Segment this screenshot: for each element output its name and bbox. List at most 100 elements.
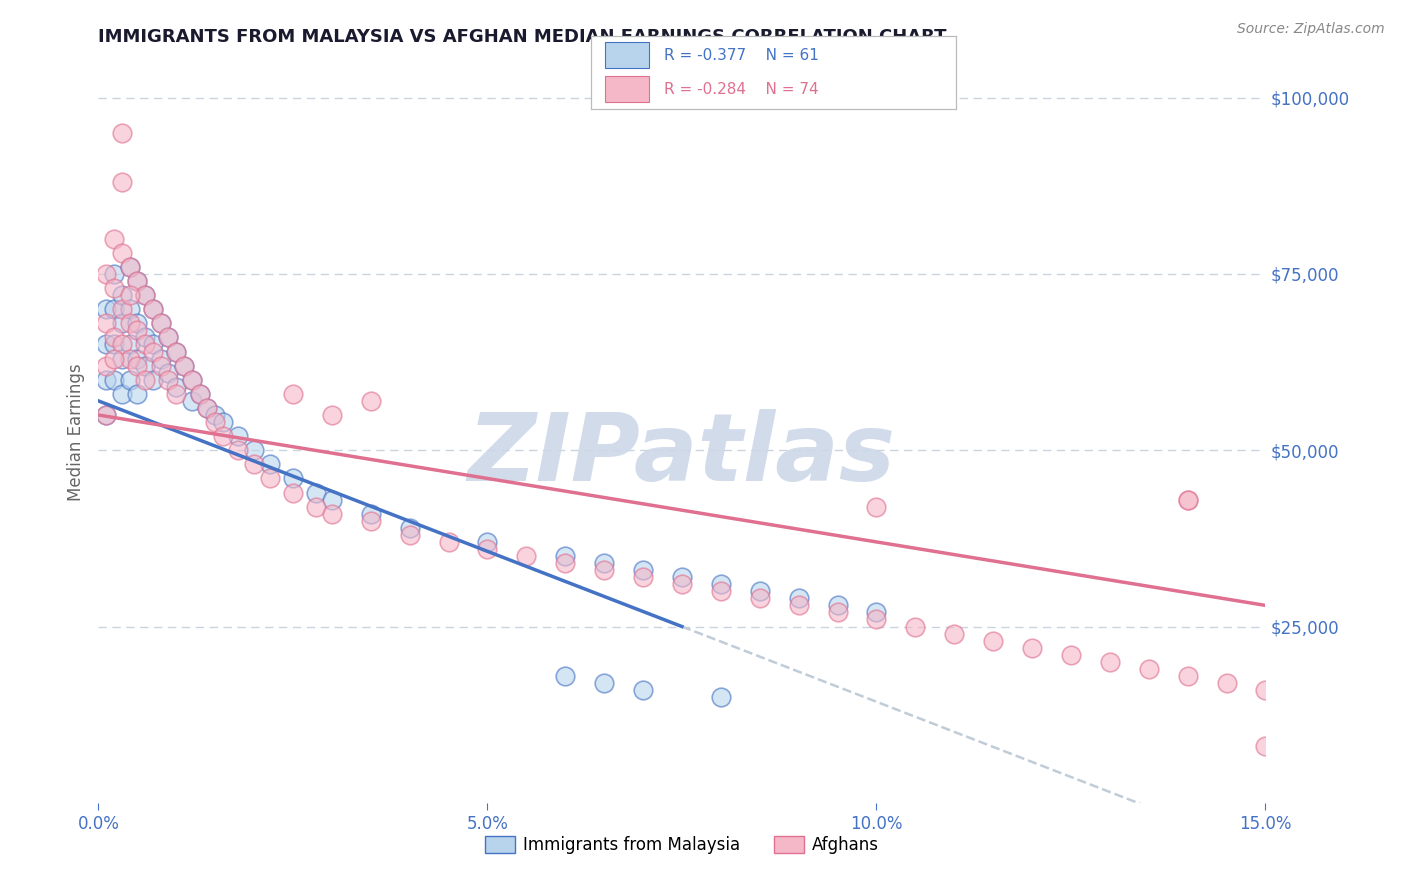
Point	[748, 591, 770, 606]
Point	[904, 619, 927, 633]
Point	[360, 514, 382, 528]
Point	[865, 612, 887, 626]
Text: IMMIGRANTS FROM MALAYSIA VS AFGHAN MEDIAN EARNINGS CORRELATION CHART: IMMIGRANTS FROM MALAYSIA VS AFGHAN MEDIA…	[98, 28, 946, 45]
Point	[671, 577, 693, 591]
Point	[228, 429, 250, 443]
Bar	[605, 76, 650, 102]
Point	[118, 351, 141, 366]
Point	[631, 570, 654, 584]
Point	[1254, 739, 1277, 754]
Point	[1177, 492, 1199, 507]
Point	[103, 281, 125, 295]
Point	[1137, 662, 1160, 676]
Point	[477, 535, 499, 549]
Point	[1177, 669, 1199, 683]
Point	[157, 373, 180, 387]
Point	[142, 373, 165, 387]
Point	[111, 245, 134, 260]
Point	[437, 535, 460, 549]
Point	[321, 492, 343, 507]
Point	[180, 393, 202, 408]
Point	[157, 330, 180, 344]
Point	[204, 415, 226, 429]
Text: Source: ZipAtlas.com: Source: ZipAtlas.com	[1237, 22, 1385, 37]
Point	[787, 599, 810, 613]
Point	[631, 563, 654, 577]
Point	[1254, 683, 1277, 698]
Text: R = -0.377    N = 61: R = -0.377 N = 61	[664, 48, 818, 63]
Point	[142, 302, 165, 317]
Point	[157, 366, 180, 380]
Point	[180, 373, 202, 387]
Point	[710, 690, 733, 704]
Point	[212, 415, 235, 429]
Point	[787, 591, 810, 606]
Point	[96, 302, 118, 317]
Point	[1098, 655, 1121, 669]
Point	[118, 373, 141, 387]
Point	[321, 507, 343, 521]
Point	[243, 443, 266, 458]
Point	[1177, 492, 1199, 507]
Point	[212, 429, 235, 443]
Point	[827, 599, 849, 613]
Point	[142, 302, 165, 317]
Point	[827, 606, 849, 620]
Point	[554, 556, 576, 570]
Point	[134, 288, 156, 302]
Point	[96, 316, 118, 330]
Point	[111, 126, 134, 140]
Point	[127, 274, 149, 288]
Point	[1021, 640, 1043, 655]
Point	[360, 507, 382, 521]
Point	[157, 330, 180, 344]
Point	[134, 373, 156, 387]
Point	[631, 683, 654, 698]
Bar	[605, 42, 650, 68]
Point	[188, 387, 211, 401]
Point	[281, 471, 304, 485]
Point	[96, 408, 118, 422]
Point	[259, 458, 281, 472]
Point	[398, 528, 420, 542]
Point	[1215, 676, 1237, 690]
Point	[228, 443, 250, 458]
Point	[149, 316, 172, 330]
Point	[103, 232, 125, 246]
Point	[118, 260, 141, 274]
Point	[127, 359, 149, 373]
Point	[671, 570, 693, 584]
Point	[96, 359, 118, 373]
Point	[103, 337, 125, 351]
Point	[195, 401, 218, 415]
Point	[103, 302, 125, 317]
Point	[127, 323, 149, 337]
Point	[593, 556, 616, 570]
Point	[134, 359, 156, 373]
Point	[554, 669, 576, 683]
Point	[96, 337, 118, 351]
Point	[149, 351, 172, 366]
Point	[134, 337, 156, 351]
Point	[710, 584, 733, 599]
Point	[96, 373, 118, 387]
Point	[477, 541, 499, 556]
Point	[593, 676, 616, 690]
Point	[149, 359, 172, 373]
Point	[173, 359, 195, 373]
Point	[173, 359, 195, 373]
Text: R = -0.284    N = 74: R = -0.284 N = 74	[664, 81, 818, 96]
Point	[981, 633, 1004, 648]
Text: ZIPatlas: ZIPatlas	[468, 409, 896, 500]
Point	[305, 500, 328, 514]
Point	[195, 401, 218, 415]
Point	[748, 584, 770, 599]
Point	[111, 175, 134, 189]
Y-axis label: Median Earnings: Median Earnings	[66, 364, 84, 501]
Point	[554, 549, 576, 563]
Point	[865, 606, 887, 620]
Point	[398, 521, 420, 535]
Point	[259, 471, 281, 485]
Point	[593, 563, 616, 577]
Point	[142, 337, 165, 351]
